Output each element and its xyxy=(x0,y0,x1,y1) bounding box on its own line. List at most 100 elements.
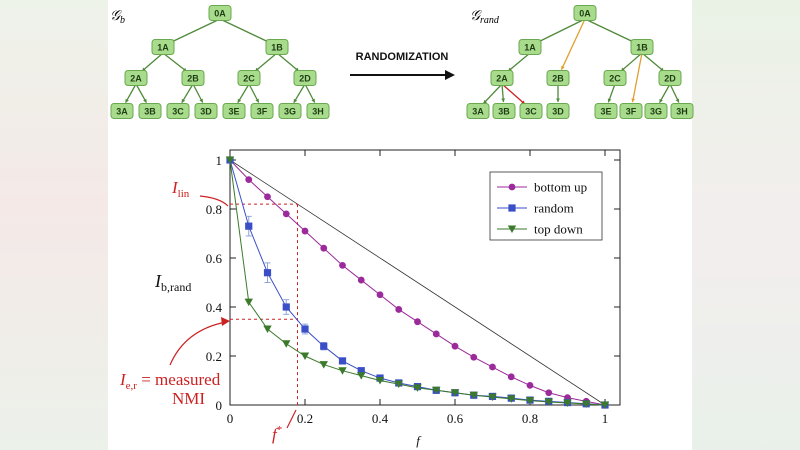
x-tick-label: 0.8 xyxy=(522,411,538,426)
left-tree-node xyxy=(166,103,190,119)
left-tree-node xyxy=(293,70,317,86)
right-tree-arrowhead xyxy=(561,65,565,70)
bottom-up-point xyxy=(320,244,328,252)
right-tree-node-label: 3D xyxy=(552,107,564,117)
f-star-arrow xyxy=(286,409,297,429)
randomization-label: RANDOMIZATION xyxy=(356,51,449,63)
bottom-up-point xyxy=(451,342,459,350)
left-tree-edge xyxy=(135,83,148,104)
left-tree-node-label: 0A xyxy=(214,9,226,19)
top-down-point xyxy=(432,386,441,395)
left-tree-node xyxy=(181,70,205,86)
right-tree-node xyxy=(466,103,490,119)
x-tick-label: 0 xyxy=(227,411,234,426)
left-tree-node-label: 3H xyxy=(312,107,324,117)
left-tree-arrowhead xyxy=(293,98,298,103)
right-tree-node xyxy=(519,103,543,119)
right-tree-node-label: 2C xyxy=(609,74,621,84)
legend: bottom up random top down xyxy=(489,171,603,241)
i-lin-label: Ilin xyxy=(171,178,190,200)
left-tree-edge xyxy=(254,52,278,72)
left-tree-node-label: 3F xyxy=(257,107,268,117)
right-tree-node-label: 2B xyxy=(552,74,564,84)
top-down-point xyxy=(563,399,572,408)
right-tree-node-label: 3G xyxy=(650,107,662,117)
right-tree-node xyxy=(492,103,516,119)
left-tree-node xyxy=(151,39,175,55)
right-tree-edge xyxy=(482,83,503,105)
axis-ticks: 0 0.2 0.4 0.6 0.8 1 0 0.2 0.4 0.6 0.8 1 xyxy=(206,150,620,426)
random-point xyxy=(245,222,253,230)
legend-label-random: random xyxy=(534,201,574,216)
left-tree-arrowhead xyxy=(181,98,186,103)
right-tree-node xyxy=(603,70,627,86)
right-tree-node-label: 3C xyxy=(525,107,537,117)
top-down-point xyxy=(507,395,516,403)
random-point xyxy=(320,342,328,350)
left-tree-arrowhead xyxy=(143,98,147,103)
bottom-up-point xyxy=(414,318,421,326)
right-tree-edge xyxy=(620,52,643,72)
left-tree-node-label: 1B xyxy=(271,43,283,53)
legend-label-bottom-up: bottom up xyxy=(534,180,587,195)
background-panel-right xyxy=(692,0,800,450)
top-down-point xyxy=(582,400,591,409)
top-down-point xyxy=(338,367,347,375)
top-down-point xyxy=(413,384,422,392)
right-tree-arrowhead xyxy=(556,98,560,102)
bottom-up-point xyxy=(357,276,365,284)
random-point xyxy=(357,367,365,375)
x-tick-label: 0.4 xyxy=(372,411,389,426)
right-tree-node-label: 2D xyxy=(664,74,676,84)
bottom-up-point xyxy=(526,382,534,389)
left-tree-arrowhead xyxy=(199,98,203,103)
left-tree-node xyxy=(124,70,148,86)
right-tree-edge xyxy=(631,52,643,103)
i-er-arrowhead xyxy=(221,317,230,326)
left-tree-node-label: 3C xyxy=(172,107,184,117)
right-tree-edge xyxy=(560,18,586,70)
bottom-up-point xyxy=(470,353,478,361)
plot-frame xyxy=(229,149,621,406)
left-tree-node xyxy=(250,103,274,119)
y-tick-label: 0.6 xyxy=(206,251,223,266)
y-tick-label: 1 xyxy=(216,153,223,168)
bottom-up-point xyxy=(339,261,346,269)
right-tree-arrowhead xyxy=(607,98,612,103)
left-tree-node xyxy=(222,103,246,119)
right-tree-node xyxy=(518,39,542,55)
i-er-arrow xyxy=(169,321,227,366)
left-tree-edge xyxy=(141,52,164,72)
right-tree-node-label: 3H xyxy=(676,107,688,117)
left-tree-node-label: 2D xyxy=(299,74,311,84)
left-tree-edge xyxy=(181,83,194,104)
top-down-point xyxy=(600,401,610,409)
x-tick-label: 0.2 xyxy=(297,411,313,426)
x-tick-label: 0.6 xyxy=(447,411,464,426)
left-tree-node-label: 1A xyxy=(157,43,169,53)
left-tree-arrowhead xyxy=(125,98,129,103)
y-tick-label: 0 xyxy=(216,398,223,413)
random-point xyxy=(301,325,309,333)
tree-left-title: 𝒢b xyxy=(110,9,125,26)
left-tree-node xyxy=(208,5,232,21)
left-tree-node xyxy=(138,103,162,119)
bottom-up-point xyxy=(489,363,496,371)
left-tree-node-label: 3E xyxy=(228,107,239,117)
background-panel-left xyxy=(0,0,108,450)
right-tree-node-label: 0A xyxy=(579,9,591,19)
right-tree-arrowhead xyxy=(483,99,488,104)
right-tree-edge xyxy=(501,83,526,105)
left-tree-edge xyxy=(276,52,300,72)
tree-right: 𝒢rand 0A 1A 1B 2A 2B 2C 2D 3A 3B 3C 3D 3E 3F 3G 3H xyxy=(466,5,694,119)
right-tree-arrowhead xyxy=(501,98,506,103)
right-tree-node-label: 3F xyxy=(626,107,637,117)
random-point xyxy=(263,269,272,277)
randomization-arrow xyxy=(350,70,455,80)
y-tick-label: 0.2 xyxy=(206,349,222,364)
top-down-point xyxy=(300,352,310,360)
right-tree-node-label: 3E xyxy=(600,107,611,117)
random-point xyxy=(338,357,347,365)
top-down-point xyxy=(319,361,328,369)
left-tree-node xyxy=(265,39,289,55)
